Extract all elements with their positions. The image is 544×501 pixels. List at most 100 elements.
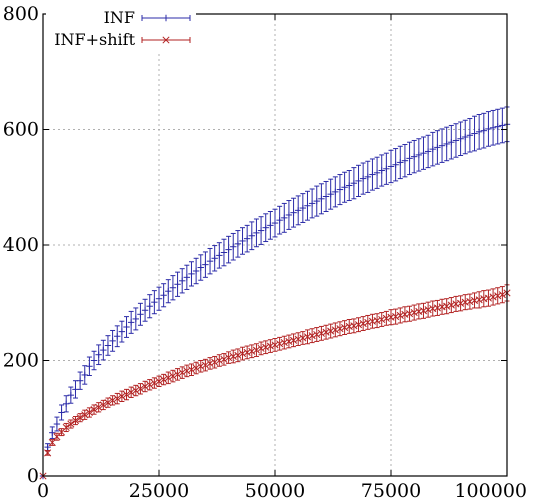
- data-point: [118, 390, 126, 403]
- data-point: [322, 180, 330, 213]
- data-point: [396, 307, 404, 324]
- data-point: [415, 138, 423, 172]
- data-point: [104, 335, 112, 356]
- data-point: [489, 288, 497, 306]
- data-point: [58, 404, 65, 421]
- data-point: [475, 291, 483, 309]
- data-point: [169, 369, 177, 383]
- data-point: [332, 176, 339, 208]
- marker-b: [234, 351, 242, 359]
- marker-b: [197, 362, 205, 370]
- data-point: [187, 363, 196, 377]
- data-point: [44, 449, 52, 457]
- data-point: [331, 322, 339, 338]
- data-point: [281, 202, 288, 233]
- data-point: [410, 304, 418, 321]
- data-point: [480, 112, 487, 149]
- data-point: [211, 355, 219, 369]
- marker-b: [201, 361, 209, 369]
- data-point: [397, 145, 404, 180]
- marker-b: [452, 300, 460, 308]
- x-tick-label: 75000: [361, 480, 421, 501]
- data-point: [234, 348, 242, 363]
- marker-b: [415, 307, 423, 315]
- data-point: [294, 332, 302, 346]
- data-point: [257, 341, 265, 356]
- data-point: [350, 167, 358, 200]
- data-point: [494, 108, 501, 145]
- data-point: [114, 325, 121, 348]
- legend: INF INF+shift: [46, 8, 196, 52]
- data-point: [72, 380, 79, 399]
- marker-b: [484, 294, 492, 302]
- data-point: [448, 124, 455, 160]
- marker-b: [327, 327, 335, 335]
- data-point: [127, 310, 135, 334]
- data-point: [220, 238, 228, 267]
- data-point: [239, 227, 246, 255]
- data-point: [392, 308, 400, 325]
- data-point: [192, 361, 200, 375]
- data-point: [238, 346, 247, 361]
- marker-b: [392, 313, 400, 321]
- data-point: [90, 350, 98, 371]
- marker-b: [489, 293, 497, 301]
- legend-label-inf-shift: INF+shift: [54, 30, 135, 49]
- marker-b: [113, 395, 121, 403]
- marker-b: [419, 307, 428, 315]
- data-point: [443, 126, 450, 162]
- data-point: [303, 329, 312, 345]
- data-point: [429, 131, 436, 167]
- marker-b: [345, 322, 353, 330]
- data-point: [160, 283, 167, 308]
- data-point: [475, 113, 483, 150]
- data-point: [63, 395, 70, 413]
- marker-b: [81, 411, 89, 419]
- marker-b: [466, 298, 474, 306]
- data-point: [67, 386, 75, 404]
- marker-b: [215, 356, 223, 365]
- data-point: [308, 188, 316, 219]
- data-point: [192, 257, 200, 285]
- data-point: [290, 333, 298, 348]
- data-point: [150, 377, 158, 389]
- data-point: [206, 357, 214, 370]
- marker-b: [470, 296, 479, 304]
- data-point: [411, 139, 418, 174]
- data-point: [462, 119, 469, 155]
- data-point: [225, 351, 233, 364]
- data-point: [420, 136, 427, 170]
- data-point: [471, 115, 478, 152]
- data-point: [345, 318, 353, 334]
- data-point: [95, 344, 102, 366]
- marker-b: [95, 403, 103, 411]
- marker-b: [368, 317, 376, 325]
- data-point: [151, 290, 158, 315]
- legend-marker-b: [162, 36, 170, 44]
- data-point: [267, 211, 274, 240]
- axis-ticks: 0 25000 50000 75000 100000 0 200 400 600 800: [3, 3, 527, 501]
- data-point: [290, 197, 297, 228]
- marker-b: [308, 332, 316, 340]
- marker-b: [257, 344, 265, 352]
- data-point: [447, 297, 455, 314]
- data-point: [364, 314, 372, 330]
- data-point: [253, 218, 260, 248]
- marker-b: [174, 370, 182, 378]
- data-point: [262, 340, 270, 355]
- marker-b: [118, 392, 126, 400]
- marker-b: [206, 359, 214, 367]
- data-point: [406, 141, 413, 176]
- data-point: [313, 327, 321, 342]
- data-point: [202, 251, 209, 278]
- y-tick-label: 200: [3, 350, 39, 372]
- data-point: [378, 312, 386, 327]
- marker-b: [317, 329, 325, 337]
- marker-b: [373, 317, 381, 325]
- marker-b: [71, 417, 80, 425]
- marker-b: [141, 382, 149, 391]
- data-point: [146, 379, 154, 391]
- data-point: [248, 344, 256, 359]
- data-point: [387, 149, 395, 184]
